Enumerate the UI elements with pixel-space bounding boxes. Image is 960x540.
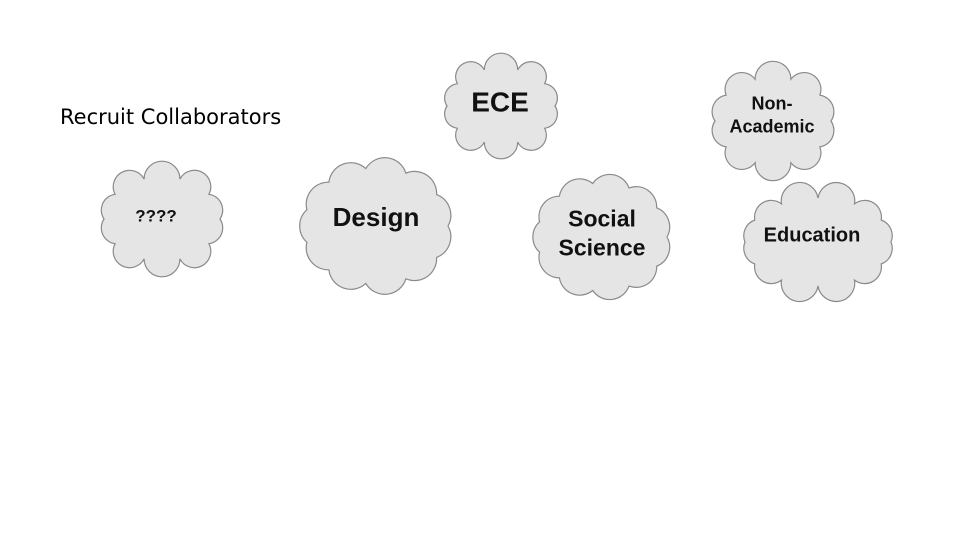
- cloud-label-nonacad-line1: Non-: [751, 93, 793, 114]
- cloud-label-social-science: Social Science: [559, 204, 646, 262]
- cloud-unknown: [100, 160, 224, 278]
- cloud-label-social-line2: Science: [558, 234, 646, 260]
- cloud-label-nonacad-line2: Academic: [729, 116, 815, 136]
- cloud-label-unknown: ????: [135, 206, 177, 226]
- cloud-label-design: Design: [332, 201, 420, 232]
- cloud-design: [299, 157, 452, 295]
- cloud-label-non-academic: Non- Academic: [729, 93, 814, 138]
- cloud-ece: [444, 52, 558, 160]
- cloud-label-education: Education: [763, 224, 861, 247]
- cloud-label-social-line1: Social: [568, 205, 636, 232]
- cloud-non-academic: [711, 60, 835, 182]
- cloud-social-science: [532, 173, 671, 301]
- cloud-label-ece: ECE: [471, 86, 529, 118]
- cloud-education: [743, 181, 893, 303]
- slide-title: Recruit Collaborators: [60, 105, 282, 129]
